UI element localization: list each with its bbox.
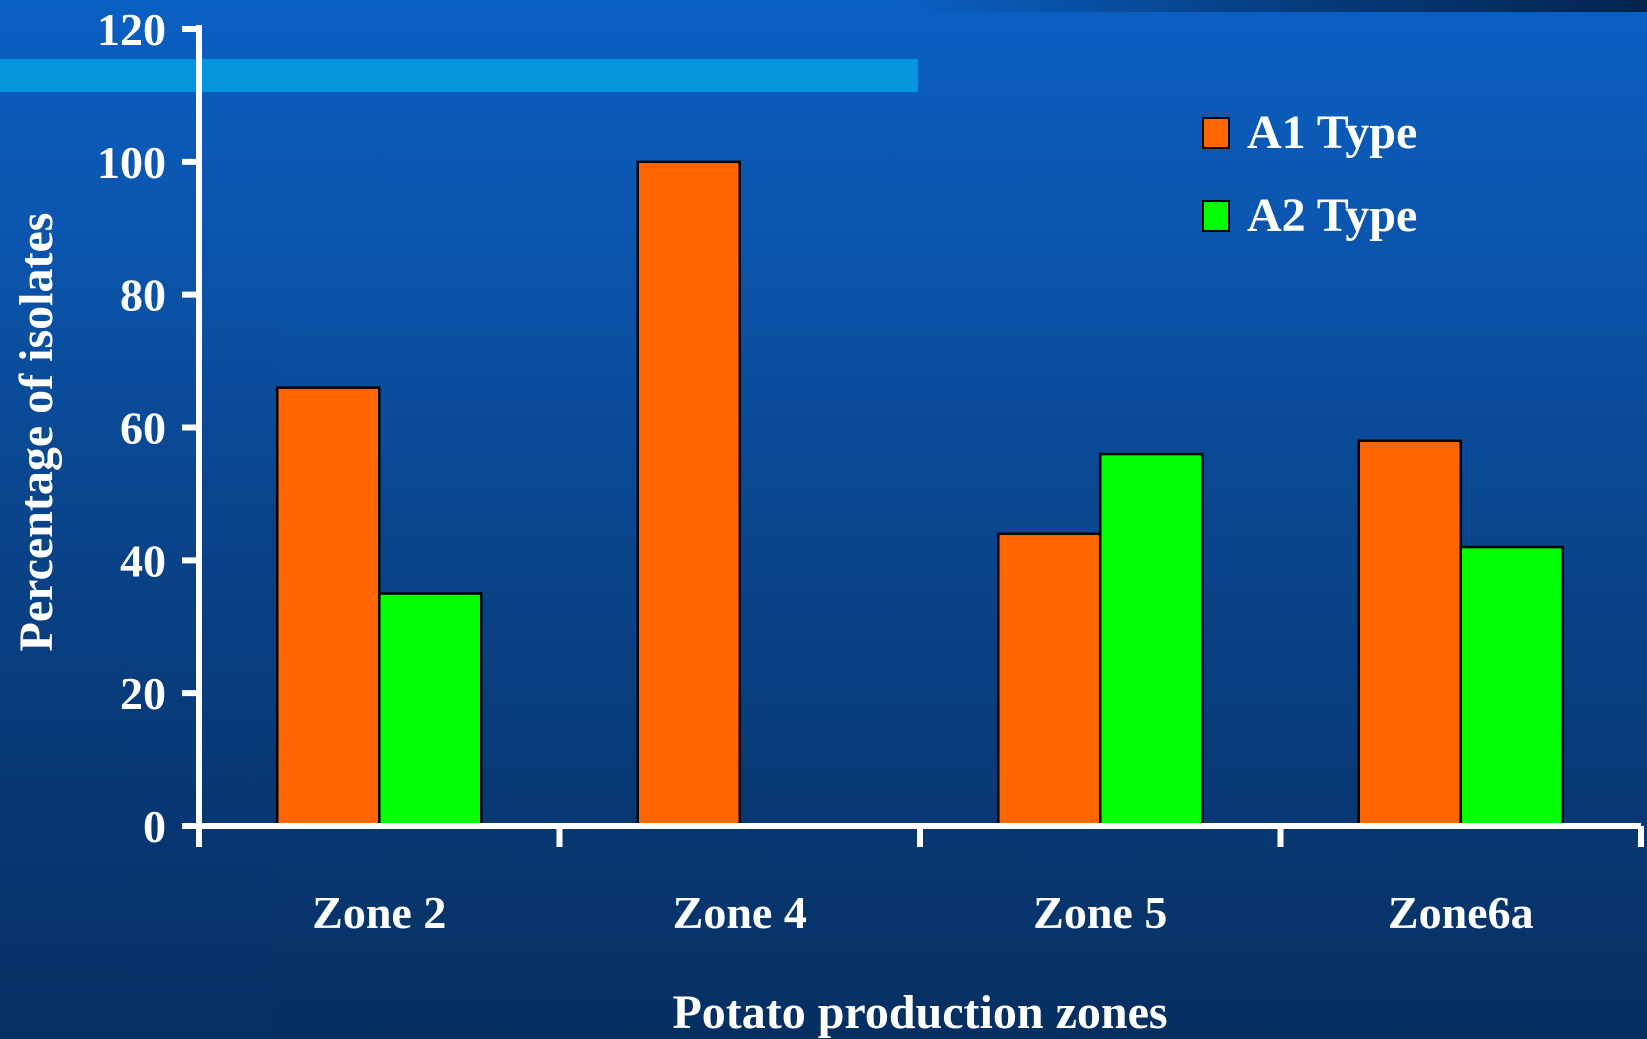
bar-a1-zone6a — [1357, 439, 1462, 828]
x-category-label: Zone 5 — [1033, 887, 1167, 938]
bar-a2-zone5 — [1099, 452, 1204, 828]
legend-swatch-a2 — [1202, 200, 1230, 232]
x-ticks-group — [196, 826, 1644, 847]
x-category-label: Zone 2 — [312, 887, 446, 938]
bar-a1-zone4 — [636, 160, 741, 828]
y-tick-label: 80 — [120, 270, 166, 321]
bars-group — [276, 160, 1564, 828]
bar-a2-zone6a — [1459, 545, 1564, 828]
left-decorative-panel — [0, 300, 276, 1039]
x-axis-title: Potato production zones — [672, 986, 1167, 1039]
legend-label-a2: A2 Type — [1247, 189, 1417, 242]
y-axis-title: Percentage of isolates — [10, 213, 63, 652]
bar-a2-zone2 — [378, 592, 483, 828]
top-decorative-strip — [0, 0, 1647, 12]
x-category-label: Zone 4 — [673, 887, 807, 938]
bar-a1-zone2 — [276, 386, 381, 828]
accent-band — [0, 59, 918, 92]
y-tick-label: 20 — [120, 668, 166, 719]
legend-swatch-a1 — [1202, 117, 1230, 149]
bar-a1-zone5 — [997, 532, 1102, 828]
legend: A1 Type A2 Type — [1202, 106, 1417, 242]
y-tick-label: 60 — [120, 403, 166, 454]
y-tick-label: 0 — [143, 801, 166, 852]
y-tick-label: 40 — [120, 535, 166, 586]
x-category-label: Zone6a — [1388, 887, 1534, 938]
y-ticks-group: 0 20 40 60 80 100 120 — [97, 4, 199, 852]
category-labels-group: Zone 2 Zone 4 Zone 5 Zone6a — [312, 887, 1533, 938]
y-tick-label: 120 — [97, 4, 166, 55]
legend-label-a1: A1 Type — [1247, 106, 1417, 159]
y-tick-label: 100 — [97, 137, 166, 188]
